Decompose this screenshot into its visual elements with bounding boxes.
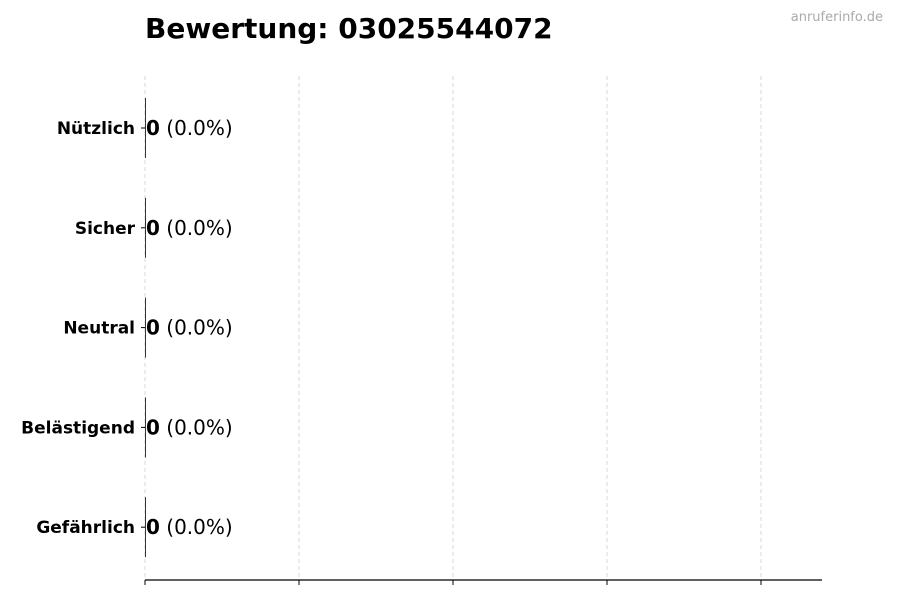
y-tick-label: Neutral <box>63 319 135 339</box>
y-tick-label: Sicher <box>75 219 136 239</box>
watermark: anruferinfo.de <box>790 10 883 25</box>
data-label: 0 (0.0%) <box>146 316 233 340</box>
data-label: 0 (0.0%) <box>146 515 233 539</box>
bar <box>145 497 146 558</box>
y-tick-label: Belästigend <box>21 418 135 438</box>
data-label-percent: (0.0%) <box>160 415 233 439</box>
data-label: 0 (0.0%) <box>146 216 233 240</box>
data-label: 0 (0.0%) <box>146 415 233 439</box>
y-tick-label: Gefährlich <box>36 518 135 538</box>
data-label-count: 0 <box>146 515 160 539</box>
data-label-count: 0 <box>146 415 160 439</box>
data-label-percent: (0.0%) <box>160 515 233 539</box>
data-label-count: 0 <box>146 116 160 140</box>
bar <box>145 397 146 458</box>
data-label: 0 (0.0%) <box>146 116 233 140</box>
data-label-count: 0 <box>146 216 160 240</box>
data-label-percent: (0.0%) <box>160 116 233 140</box>
bar <box>145 297 146 358</box>
bar <box>145 197 146 258</box>
y-tick-label: Nützlich <box>57 119 135 139</box>
data-label-percent: (0.0%) <box>160 316 233 340</box>
data-label-percent: (0.0%) <box>160 216 233 240</box>
bar <box>145 98 146 158</box>
chart-title: Bewertung: 03025544072 <box>145 12 553 45</box>
data-label-count: 0 <box>146 316 160 340</box>
